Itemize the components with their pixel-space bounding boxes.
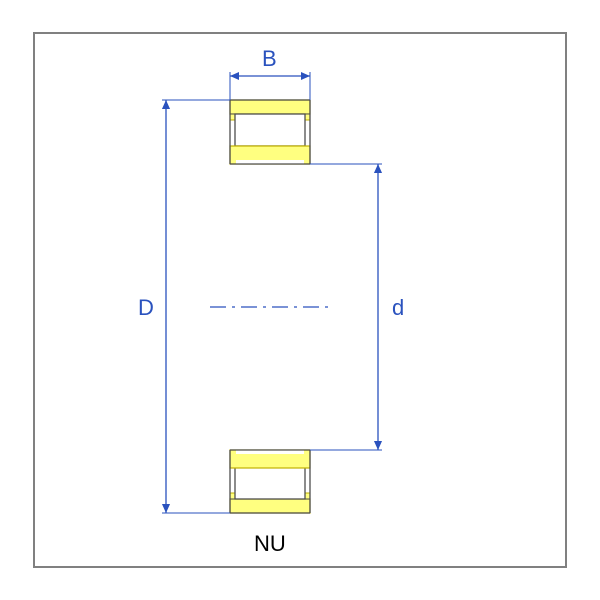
dimension-label-D: D — [138, 295, 154, 321]
bearing-diagram-svg — [0, 0, 600, 600]
dimension-label-d: d — [392, 295, 404, 321]
dimension-label-B: B — [262, 46, 277, 72]
diagram-stage: B D d NU — [0, 0, 600, 600]
diagram-type-label: NU — [254, 531, 286, 557]
